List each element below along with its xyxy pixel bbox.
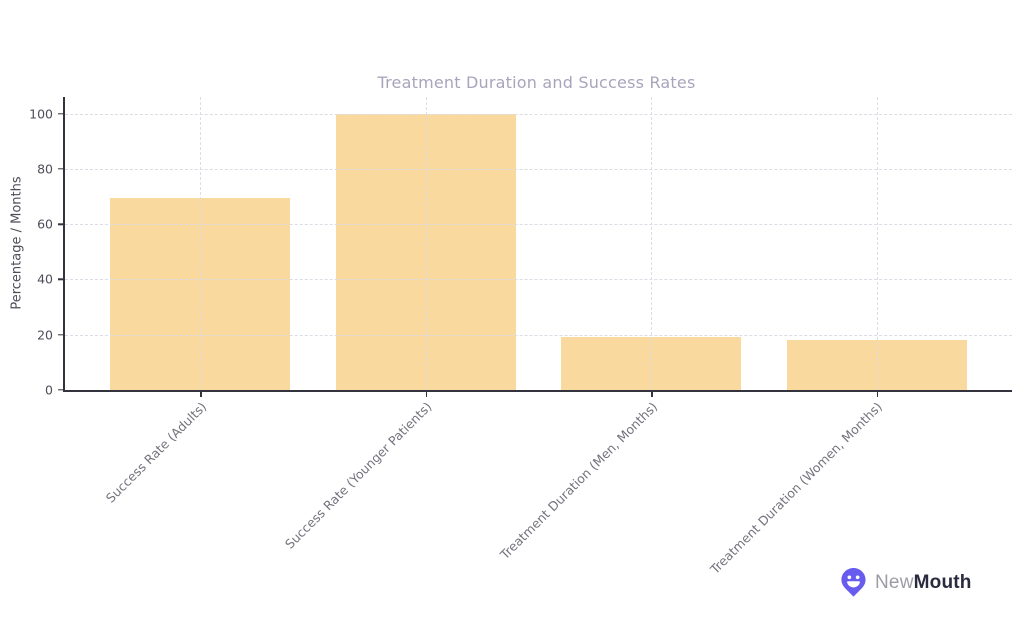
y-tick-label: 0	[45, 382, 53, 398]
horizontal-gridline	[65, 224, 1012, 226]
y-tick-mark	[58, 223, 63, 225]
y-tick-label: 100	[29, 106, 53, 122]
horizontal-gridline	[65, 113, 1012, 115]
x-tick-label: Treatment Duration (Women, Months)	[707, 399, 886, 577]
x-tick-mark	[651, 392, 653, 397]
y-tick-mark	[58, 112, 63, 115]
y-tick-label: 20	[37, 327, 53, 343]
vertical-gridline	[651, 97, 653, 390]
logo-text-light: New	[875, 571, 914, 593]
logo-text-bold: Mouth	[913, 571, 972, 593]
horizontal-gridline	[65, 279, 1012, 281]
x-tick-mark	[425, 392, 428, 397]
y-axis-label: Percentage / Months	[9, 176, 25, 310]
y-tick-label: 40	[37, 271, 53, 287]
x-tick-mark	[200, 392, 202, 397]
vertical-gridline	[425, 97, 427, 390]
x-tick-mark	[876, 392, 879, 397]
pin-smiley-icon	[841, 568, 866, 597]
x-tick-label: Treatment Duration (Men, Months)	[496, 399, 660, 563]
horizontal-gridline	[65, 168, 1012, 170]
y-tick-mark	[58, 334, 63, 336]
x-tick-label: Success Rate (Adults)	[102, 399, 209, 506]
logo-text: NewMouth	[875, 572, 972, 594]
chart-title: Treatment Duration and Success Rates	[377, 73, 696, 92]
y-tick-mark	[58, 389, 63, 391]
plot-area: 0 20 40 60 80 100 Success Rate (Adults) Success…	[29, 97, 1012, 577]
vertical-gridline	[876, 97, 878, 390]
newmouth-logo: NewMouth	[840, 567, 972, 598]
y-tick-label: 80	[37, 161, 53, 177]
x-tick-label: Success Rate (Younger Patients)	[281, 399, 435, 552]
vertical-gridline	[200, 97, 202, 390]
y-tick-mark	[58, 278, 63, 281]
y-tick-mark	[58, 168, 63, 170]
horizontal-gridline	[65, 334, 1012, 336]
y-tick-label: 60	[37, 216, 53, 232]
